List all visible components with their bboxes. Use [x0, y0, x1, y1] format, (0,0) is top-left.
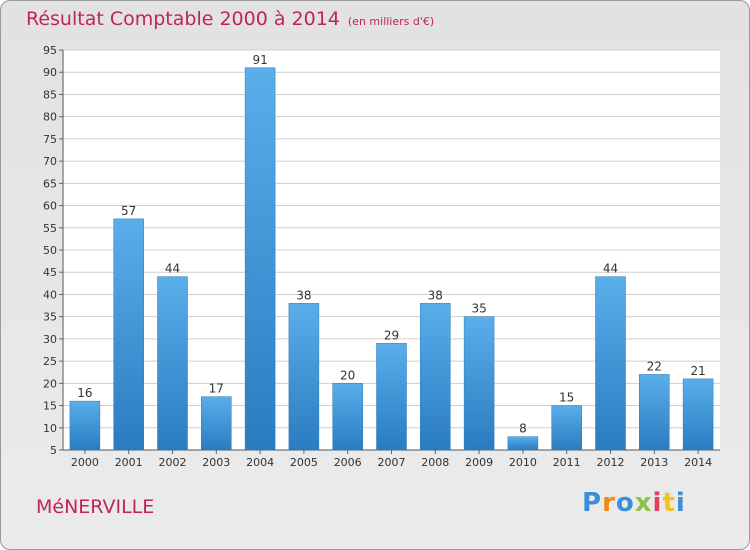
unit-label: (en milliers d'€) [347, 15, 435, 28]
bar [332, 383, 363, 451]
bar [463, 316, 495, 451]
title-text: Résultat Comptable 2000 à 2014 [26, 8, 340, 30]
bar-value-label: 29 [384, 328, 399, 342]
y-tick-label: 35 [43, 311, 57, 324]
commune-name: MéNERVILLE [36, 496, 155, 518]
bar-value-label: 38 [428, 288, 443, 302]
y-tick-label: 85 [43, 88, 57, 101]
y-tick-label: 75 [43, 133, 57, 146]
x-tick-label: 2004 [246, 456, 274, 469]
x-tick-label: 2006 [334, 456, 362, 469]
logo-letter: o [615, 488, 635, 518]
y-tick-label: 25 [43, 355, 57, 368]
x-tick-label: 2010 [509, 456, 537, 469]
bar-value-label: 15 [559, 391, 574, 405]
bar-value-label: 35 [471, 302, 486, 316]
y-tick-label: 65 [43, 177, 57, 190]
bar [201, 396, 232, 451]
y-tick-label: 5 [50, 444, 57, 457]
bar-value-label: 44 [165, 262, 180, 276]
bar-value-label: 20 [340, 368, 355, 382]
bar-value-label: 16 [77, 386, 92, 400]
y-tick-label: 95 [43, 44, 57, 57]
x-tick-label: 2002 [159, 456, 187, 469]
y-tick-label: 90 [43, 66, 57, 79]
bar-value-label: 8 [519, 422, 527, 436]
logo-letter: P [582, 488, 603, 518]
x-tick-label: 2000 [71, 456, 99, 469]
bar [288, 303, 320, 451]
logo-letter: i [652, 488, 663, 518]
x-tick-label: 2009 [465, 456, 493, 469]
y-tick-label: 40 [43, 288, 57, 301]
bar [507, 436, 539, 451]
y-tick-label: 50 [43, 244, 57, 257]
y-tick-label: 80 [43, 111, 57, 124]
bar [244, 67, 276, 451]
bar [420, 303, 451, 451]
y-tick-label: 60 [43, 200, 57, 213]
bar-value-label: 44 [603, 262, 618, 276]
bar-value-label: 91 [252, 53, 267, 67]
y-tick-label: 55 [43, 222, 57, 235]
bar-value-label: 21 [690, 364, 705, 378]
bar [376, 343, 407, 451]
bar-value-label: 22 [647, 359, 662, 373]
logo-letter: t [662, 488, 676, 518]
y-tick-label: 70 [43, 155, 57, 168]
x-tick-label: 2007 [378, 456, 406, 469]
bar-value-label: 38 [296, 288, 311, 302]
y-tick-label: 15 [43, 400, 57, 413]
proxiti-logo: Proxiti [582, 488, 686, 518]
x-tick-label: 2001 [115, 456, 143, 469]
logo-letter: r [602, 488, 616, 518]
y-tick-label: 30 [43, 333, 57, 346]
bar [682, 378, 714, 451]
logo-letter: x [634, 488, 653, 518]
bar [69, 400, 101, 451]
chart-title: Résultat Comptable 2000 à 2014 (en millie… [26, 8, 434, 30]
logo-letter: i [675, 488, 686, 518]
bar [595, 276, 626, 451]
x-tick-label: 2011 [553, 456, 581, 469]
bar-value-label: 17 [209, 382, 224, 396]
bar [157, 276, 188, 451]
y-tick-label: 45 [43, 266, 57, 279]
x-tick-label: 2008 [421, 456, 449, 469]
y-tick-label: 10 [43, 422, 57, 435]
bar [113, 218, 144, 451]
x-tick-label: 2005 [290, 456, 318, 469]
y-tick-label: 20 [43, 377, 57, 390]
x-tick-label: 2014 [684, 456, 712, 469]
bar [639, 374, 670, 451]
x-tick-label: 2012 [597, 456, 625, 469]
x-tick-label: 2013 [640, 456, 668, 469]
x-tick-label: 2003 [202, 456, 230, 469]
bar [551, 405, 582, 451]
bar-value-label: 57 [121, 204, 136, 218]
